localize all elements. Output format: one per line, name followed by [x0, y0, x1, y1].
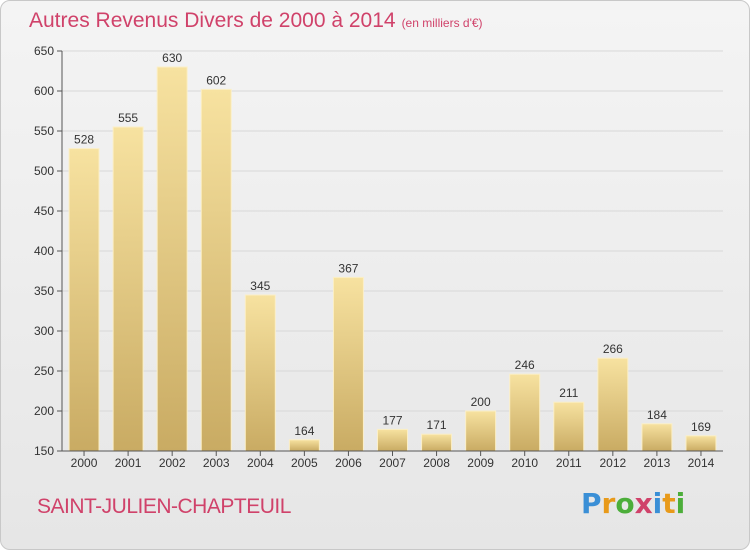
bar-value-label: 184: [647, 408, 667, 422]
bar: [685, 435, 717, 452]
y-tick-label: 650: [34, 44, 54, 58]
x-tick-label: 2012: [599, 456, 626, 470]
logo-letter: P: [581, 487, 602, 520]
logo-letter: t: [662, 487, 676, 520]
chart-title-unit: (en milliers d'€): [401, 16, 483, 30]
y-tick-label: 400: [34, 244, 54, 258]
bar: [377, 428, 408, 452]
x-tick-label: 2011: [556, 456, 582, 470]
bar: [68, 148, 100, 452]
y-tick-label: 150: [34, 444, 54, 458]
bar-value-label: 246: [515, 358, 535, 372]
bar: [288, 439, 320, 452]
bar-value-label: 164: [294, 424, 314, 438]
y-tick-label: 600: [34, 84, 54, 98]
y-tick-label: 450: [34, 204, 54, 218]
logo-letter: o: [615, 487, 635, 520]
bar-value-label: 211: [559, 386, 578, 400]
x-tick-label: 2003: [203, 456, 230, 470]
logo-letter: x: [634, 487, 653, 520]
bar: [509, 373, 541, 452]
y-tick-label: 200: [34, 404, 54, 418]
y-tick-label: 500: [34, 164, 54, 178]
bar: [200, 88, 232, 452]
x-tick-label: 2014: [688, 456, 715, 470]
chart-title: Autres Revenus Divers de 2000 à 2014 (en …: [29, 9, 483, 33]
bar-value-label: 602: [206, 73, 226, 87]
bar-value-label: 630: [162, 51, 182, 65]
x-tick-label: 2005: [291, 456, 318, 470]
x-tick-label: 2009: [467, 456, 494, 470]
x-tick-label: 2004: [247, 456, 274, 470]
bar: [332, 276, 364, 452]
bar-value-label: 200: [471, 395, 491, 409]
y-tick-label: 250: [34, 364, 54, 378]
chart-title-text: Autres Revenus Divers de 2000 à 2014: [29, 9, 396, 32]
bar: [156, 66, 188, 452]
bar: [597, 357, 629, 452]
x-tick-label: 2002: [159, 456, 186, 470]
bar: [112, 126, 144, 452]
bar-value-label: 367: [338, 261, 358, 275]
x-tick-label: 2006: [335, 456, 362, 470]
logo-letter: r: [601, 487, 616, 520]
x-tick-label: 2010: [511, 456, 538, 470]
city-name: SAINT-JULIEN-CHAPTEUIL: [37, 495, 291, 518]
bar: [641, 423, 673, 452]
bar-value-label: 555: [118, 111, 138, 125]
bar: [465, 410, 497, 452]
x-tick-label: 2008: [423, 456, 450, 470]
bar: [421, 433, 453, 452]
logo-letter: i: [652, 487, 663, 520]
x-tick-label: 2000: [71, 456, 98, 470]
bar-value-label: 345: [250, 279, 270, 293]
bar-value-label: 177: [382, 413, 402, 427]
y-tick-label: 300: [34, 324, 54, 338]
bar: [553, 401, 585, 452]
y-tick-label: 550: [34, 124, 54, 138]
y-tick-label: 350: [34, 284, 54, 298]
axes: 150 200 250 300 350 400 450 500 550 600 650 2000 200…: [34, 44, 723, 470]
bar-value-label: 266: [603, 342, 623, 356]
proxiti-logo[interactable]: Proxiti: [581, 487, 685, 520]
bar: [244, 294, 276, 452]
bars: 528 555 630 602 345 164 367 177 171 200 246 211 266 1…: [68, 51, 717, 452]
bar-value-label: 169: [691, 420, 711, 434]
x-tick-label: 2001: [115, 456, 142, 470]
logo-letter: i: [675, 487, 686, 520]
x-tick-label: 2007: [379, 456, 406, 470]
bar-value-label: 528: [74, 133, 94, 147]
bar-value-label: 171: [427, 418, 447, 432]
x-tick-label: 2013: [644, 456, 671, 470]
